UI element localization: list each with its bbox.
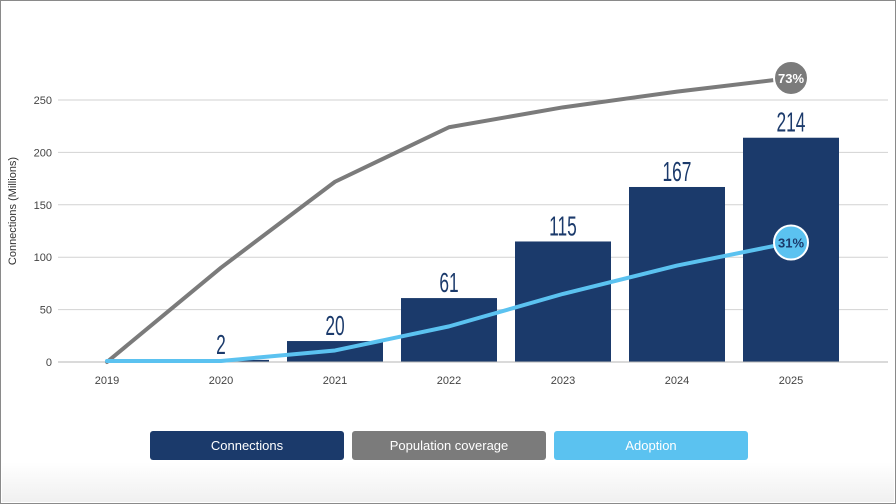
x-tick-label-2021: 2021 — [323, 375, 347, 387]
legend-adoption: Adoption — [554, 431, 748, 460]
x-tick-label-2025: 2025 — [779, 375, 803, 387]
x-tick-label-2019: 2019 — [95, 375, 119, 387]
badge-label-population-coverage: 73% — [778, 71, 804, 86]
legend-population-coverage-label: Population coverage — [389, 438, 509, 453]
bar-value-label-2023: 115 — [549, 210, 577, 241]
legend-connections-label: Connections — [210, 438, 284, 453]
legend-adoption-label: Adoption — [625, 438, 677, 453]
y-tick-label-0: 0 — [46, 357, 52, 369]
line-adoption — [105, 240, 793, 363]
x-tick-label-2022: 2022 — [437, 375, 461, 387]
y-tick-label-150: 150 — [34, 200, 52, 212]
badge-adoption — [773, 224, 809, 261]
y-tick-label-250: 250 — [34, 95, 52, 107]
x-tick-label-2024: 2024 — [665, 375, 689, 387]
bar-2022 — [401, 298, 497, 362]
legend-population-coverage: Population coverage — [352, 431, 546, 460]
bottom-shade — [2, 462, 894, 502]
bar-value-label-2024: 167 — [663, 156, 692, 187]
bar-value-label-2021: 20 — [325, 310, 344, 341]
y-axis-title: Connections (Millions) — [7, 157, 19, 265]
legend-connections: Connections — [150, 431, 344, 460]
bar-value-label-2020: 2 — [216, 329, 226, 360]
line-population-coverage — [105, 75, 793, 364]
legend: Connections Population coverage Adoption — [150, 431, 748, 461]
y-tick-label-50: 50 — [40, 305, 52, 317]
x-tick-label-2023: 2023 — [551, 375, 575, 387]
bar-value-label-2022: 61 — [439, 267, 458, 298]
x-tick-label-2020: 2020 — [209, 375, 233, 387]
badge-population-coverage — [773, 59, 809, 96]
bar-value-label-2025: 214 — [777, 106, 806, 137]
y-tick-label-100: 100 — [34, 252, 52, 264]
badge-label-adoption: 31% — [778, 236, 804, 251]
y-tick-label-200: 200 — [34, 147, 52, 159]
